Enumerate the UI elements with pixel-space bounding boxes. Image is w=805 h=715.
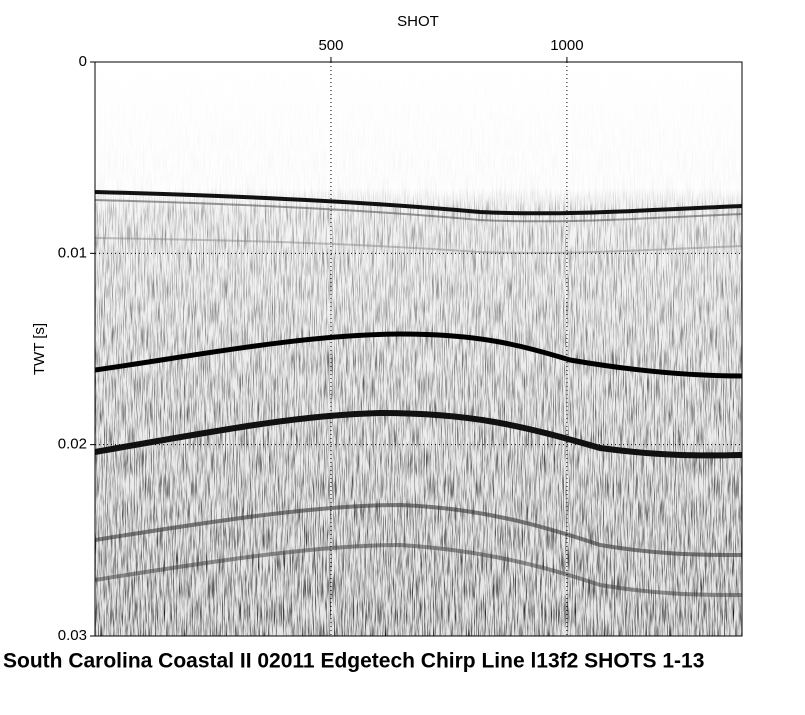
x-tick-label: 500 <box>318 37 343 54</box>
plot-frame <box>94 61 743 637</box>
x-tick-label: 1000 <box>550 37 583 54</box>
y-tick-label: 0.01 <box>58 244 87 261</box>
y-tick-label: 0.03 <box>58 627 87 644</box>
y-tick-label: 0 <box>79 53 87 70</box>
y-tick-label: 0.02 <box>58 436 87 453</box>
x-axis-label: SHOT <box>397 13 439 30</box>
y-axis-label: TWT [s] <box>31 323 48 375</box>
seismic-image <box>95 62 742 636</box>
chart-title: South Carolina Coastal II 02011 Edgetech… <box>3 650 704 673</box>
